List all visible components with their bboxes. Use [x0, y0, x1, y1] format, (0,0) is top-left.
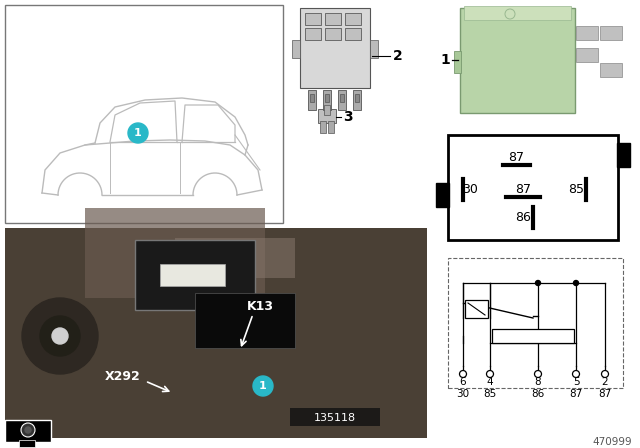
- Text: 4: 4: [486, 377, 493, 387]
- Text: 2: 2: [393, 49, 403, 63]
- Bar: [448, 135, 618, 240]
- Bar: [323, 90, 331, 110]
- Text: 1: 1: [259, 381, 267, 391]
- Text: X292: X292: [105, 370, 141, 383]
- Bar: [465, 300, 488, 318]
- Text: 2: 2: [602, 377, 608, 387]
- Bar: [325, 28, 341, 40]
- Bar: [340, 94, 344, 102]
- Bar: [5, 5, 283, 223]
- Circle shape: [486, 370, 493, 378]
- Text: 1: 1: [134, 128, 142, 138]
- Text: 85: 85: [483, 389, 497, 399]
- Bar: [576, 48, 598, 62]
- Text: 87: 87: [570, 389, 582, 399]
- Bar: [325, 13, 341, 25]
- Circle shape: [573, 370, 579, 378]
- Bar: [85, 208, 265, 298]
- Text: 87: 87: [515, 182, 531, 195]
- Bar: [305, 13, 321, 25]
- Bar: [5, 228, 427, 438]
- Circle shape: [460, 370, 467, 378]
- Circle shape: [534, 370, 541, 378]
- Circle shape: [25, 427, 31, 433]
- Bar: [310, 94, 314, 102]
- Bar: [576, 26, 598, 40]
- Circle shape: [602, 370, 609, 378]
- Bar: [454, 51, 461, 73]
- Text: 30: 30: [456, 389, 470, 399]
- Text: 3: 3: [343, 110, 353, 124]
- Bar: [320, 121, 326, 133]
- Circle shape: [21, 423, 35, 437]
- Bar: [5, 420, 51, 442]
- Bar: [617, 143, 630, 167]
- Bar: [160, 264, 225, 286]
- Bar: [338, 90, 346, 110]
- Bar: [195, 293, 295, 348]
- Text: 87: 87: [508, 151, 524, 164]
- Bar: [324, 105, 330, 115]
- Circle shape: [536, 280, 541, 285]
- Text: 6: 6: [460, 377, 467, 387]
- Bar: [464, 6, 571, 20]
- Text: 1: 1: [440, 53, 450, 67]
- Bar: [325, 94, 329, 102]
- Text: 5: 5: [573, 377, 579, 387]
- Text: 87: 87: [598, 389, 612, 399]
- Bar: [460, 8, 575, 113]
- Circle shape: [40, 316, 80, 356]
- Text: 135118: 135118: [314, 413, 356, 423]
- Bar: [370, 40, 378, 58]
- Bar: [492, 329, 574, 343]
- Text: 86: 86: [515, 211, 531, 224]
- Bar: [436, 183, 449, 207]
- Bar: [318, 109, 336, 123]
- Bar: [353, 90, 361, 110]
- Text: 470999: 470999: [593, 437, 632, 447]
- Text: 8: 8: [534, 377, 541, 387]
- Bar: [345, 28, 361, 40]
- Circle shape: [573, 280, 579, 285]
- Text: 30: 30: [462, 182, 478, 195]
- Bar: [600, 63, 622, 77]
- Circle shape: [253, 376, 273, 396]
- Text: K13: K13: [246, 300, 273, 313]
- Bar: [305, 28, 321, 40]
- Bar: [135, 240, 255, 310]
- Bar: [175, 238, 295, 278]
- Bar: [328, 121, 334, 133]
- Bar: [300, 8, 370, 88]
- Text: 85: 85: [568, 182, 584, 195]
- Circle shape: [52, 328, 68, 344]
- Bar: [448, 258, 623, 388]
- Circle shape: [22, 298, 98, 374]
- Bar: [290, 408, 380, 426]
- Text: 86: 86: [531, 389, 545, 399]
- Bar: [308, 90, 316, 110]
- Circle shape: [128, 123, 148, 143]
- Bar: [345, 13, 361, 25]
- Bar: [292, 40, 300, 58]
- Bar: [355, 94, 359, 102]
- Bar: [600, 26, 622, 40]
- Bar: [19, 440, 35, 447]
